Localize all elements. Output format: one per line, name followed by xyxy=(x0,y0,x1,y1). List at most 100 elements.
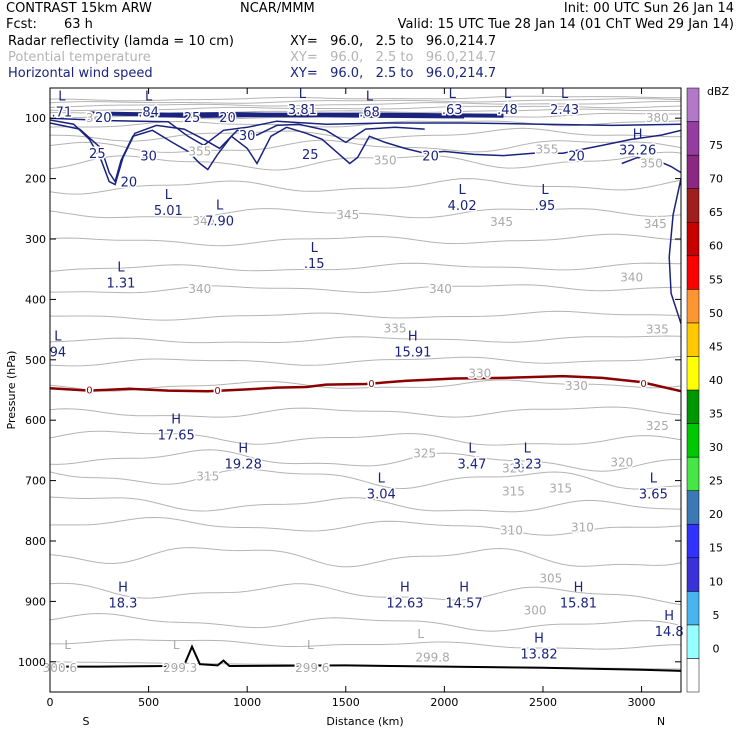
wind-extremum-marker: L xyxy=(54,330,62,345)
colorbar-tick-label: 25 xyxy=(709,475,723,488)
colorbar-tick-label: 70 xyxy=(709,173,723,186)
theta-label: 335 xyxy=(384,321,407,335)
theta-label: 299.6 xyxy=(295,661,329,675)
wind-extremum-value: 3.04 xyxy=(367,488,396,503)
colorbar-swatch xyxy=(686,423,700,458)
colorbar-tick-label: 55 xyxy=(709,273,723,286)
wind-extremum-marker: L xyxy=(216,199,224,214)
field-name-theta: Potential temperature xyxy=(8,50,151,65)
theta-isentrope xyxy=(50,178,681,195)
theta-isentrope xyxy=(50,379,681,392)
theta-label: 330 xyxy=(468,367,491,381)
theta-label: 325 xyxy=(646,419,669,433)
wind-extremum-value: .68 xyxy=(359,105,380,120)
init-time: Init: 00 UTC Sun 26 Jan 14 xyxy=(564,1,734,16)
fcst-value: 63 h xyxy=(64,17,93,32)
theta-isentrope xyxy=(50,430,681,446)
theta-isentrope xyxy=(50,496,681,513)
theta-label: 300 xyxy=(524,603,547,617)
wind-extremum-value: 12.63 xyxy=(386,596,423,611)
wind-extremum-marker: L xyxy=(541,183,549,198)
x-tick-label: 1500 xyxy=(332,696,360,709)
wind-extremum-value: 14.8 xyxy=(655,625,684,640)
colorbar-tick-label: 0 xyxy=(713,642,720,655)
theta-label: 299.8 xyxy=(415,651,449,665)
wind-extremum-marker: L xyxy=(524,441,532,456)
center-label: NCAR/MMM xyxy=(240,1,315,16)
wind-extremum-marker: H xyxy=(171,412,181,427)
colorbar-tick-label: 65 xyxy=(709,206,723,219)
theta-minmax-marker: L xyxy=(417,627,424,641)
wind-extremum-marker: L xyxy=(299,87,307,102)
y-tick-label: 100 xyxy=(25,112,46,125)
wind-extremum-marker: L xyxy=(561,87,569,102)
theta-label: 315 xyxy=(502,484,525,498)
wind-extremum-value: 15.81 xyxy=(560,596,597,611)
wind-extremum-value: 15.91 xyxy=(394,346,431,361)
wind-extremum-marker: L xyxy=(117,260,125,275)
theta-isentrope xyxy=(50,406,681,418)
wind-extremum-value: 3.81 xyxy=(288,103,317,118)
wind-extremum-marker: H xyxy=(664,609,674,624)
field-xy-reflectivity: XY= 96.0, 2.5 to 96.0,214.7 xyxy=(290,34,496,49)
wind-extremum-value: 19.28 xyxy=(225,457,262,472)
wind-extremum-value: .84 xyxy=(138,105,159,120)
theta-isentrope xyxy=(50,468,681,490)
theta-label: 350 xyxy=(640,157,663,171)
theta-label: 345 xyxy=(192,214,215,228)
theta-label: 350 xyxy=(374,153,397,167)
theta-label: 365 xyxy=(86,111,109,125)
colorbar-tick-label: 10 xyxy=(709,575,723,588)
wind-extremum-marker: L xyxy=(504,87,512,102)
wind-contour xyxy=(668,178,681,324)
theta-isentrope xyxy=(50,284,681,294)
colorbar-tick-label: 35 xyxy=(709,407,723,420)
wind-extremum-value: 3.47 xyxy=(458,457,487,472)
theta-label: 315 xyxy=(549,481,572,495)
y-tick-label: 300 xyxy=(25,233,46,246)
surface-pressure-line xyxy=(50,644,681,672)
wind-extremum-marker: L xyxy=(458,183,466,198)
colorbar-swatch xyxy=(686,87,700,122)
wind-extremum-value: .95 xyxy=(535,199,556,214)
wind-extremum-value: 17.65 xyxy=(158,428,195,443)
wind-contours xyxy=(50,111,681,324)
y-tick-label: 600 xyxy=(25,414,46,427)
wind-extremum-value: 18.3 xyxy=(108,596,137,611)
wind-extremum-value: 32.26 xyxy=(619,143,656,158)
wind-extremum-marker: L xyxy=(165,188,173,203)
x-tick-label: 1000 xyxy=(233,696,261,709)
theta-label: 340 xyxy=(188,282,211,296)
x-axis-label: Distance (km) xyxy=(326,715,403,728)
wind-extremum-value: 3.65 xyxy=(639,488,668,503)
wind-extremum-value: 1.31 xyxy=(107,276,136,291)
wind-extremum-value: 5.01 xyxy=(154,204,183,219)
colorbar-swatch xyxy=(686,121,700,156)
theta-isentrope xyxy=(50,97,681,104)
field-name-reflectivity: Radar reflectivity (lamda = 10 cm) xyxy=(8,34,234,49)
wind-extremum-marker: H xyxy=(400,580,410,595)
colorbar-swatch xyxy=(686,490,700,525)
colorbar-tick-label: 30 xyxy=(709,441,723,454)
theta-isentrope xyxy=(50,151,681,171)
theta-isentrope xyxy=(50,582,681,606)
wind-extremum-value: .15 xyxy=(304,257,325,272)
theta-label: 355 xyxy=(535,143,558,157)
wind-contour-label: 20 xyxy=(422,150,439,165)
colorbar-unit: dBZ xyxy=(707,85,730,98)
wind-extremum-marker: H xyxy=(633,127,643,142)
theta-isentrope xyxy=(50,547,681,568)
theta-isentrope xyxy=(50,310,681,321)
theta-label: 310 xyxy=(500,524,523,538)
theta-label: 305 xyxy=(539,571,562,585)
theta-label: 330 xyxy=(565,379,588,393)
wind-contour-label: 25 xyxy=(89,147,106,162)
theta-label: 320 xyxy=(610,455,633,469)
theta-label: 340 xyxy=(429,282,452,296)
wind-contour-label: 25 xyxy=(184,111,201,126)
wind-extremum-value: 14.57 xyxy=(445,596,482,611)
colorbar-swatch xyxy=(686,221,700,257)
freezing-level-line xyxy=(50,374,681,393)
wind-extremum-marker: H xyxy=(408,330,418,345)
